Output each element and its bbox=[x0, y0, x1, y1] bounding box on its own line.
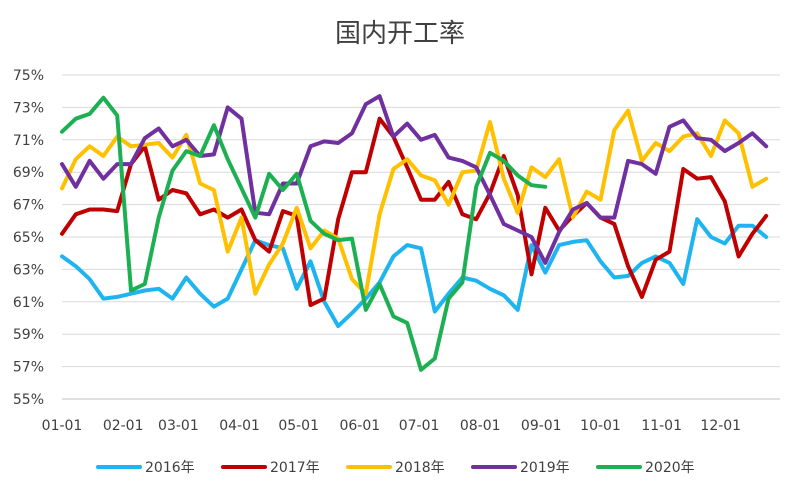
y-tick-label: 57% bbox=[13, 360, 44, 376]
x-tick-label: 03-01 bbox=[158, 418, 199, 434]
y-tick-label: 63% bbox=[13, 262, 44, 278]
y-tick-label: 61% bbox=[13, 295, 44, 311]
series-line-2020年 bbox=[60, 95, 548, 372]
x-tick-label: 07-01 bbox=[399, 418, 440, 434]
x-tick-label: 06-01 bbox=[339, 418, 380, 434]
x-tick-label: 09-01 bbox=[521, 418, 562, 434]
legend-label: 2017年 bbox=[270, 460, 320, 476]
x-tick-label: 12-01 bbox=[700, 418, 741, 434]
y-tick-label: 65% bbox=[13, 230, 44, 246]
legend: 2016年 2017年 2018年 2019年 2020年 bbox=[96, 460, 695, 476]
y-tick-label: 59% bbox=[13, 327, 44, 343]
chart-title: 国内开工率 bbox=[335, 19, 465, 49]
y-tick-label: 73% bbox=[13, 100, 44, 116]
y-tick-label: 71% bbox=[13, 133, 44, 149]
y-tick-label: 55% bbox=[13, 392, 44, 408]
y-tick-label: 75% bbox=[13, 68, 44, 84]
x-tick-label: 04-01 bbox=[219, 418, 260, 434]
legend-label: 2020年 bbox=[645, 460, 695, 476]
x-tick-label: 10-01 bbox=[580, 418, 621, 434]
legend-label: 2018年 bbox=[395, 460, 445, 476]
series-line-2018年 bbox=[60, 108, 769, 296]
y-tick-label: 69% bbox=[13, 165, 44, 181]
x-axis-ticks: 01-01 02-01 03-01 04-01 05-01 06-01 07-01 08-01… bbox=[42, 418, 741, 434]
y-axis-ticks: 55% 57% 59% 61% 63% 65% 67% 69% 71% 73% 75% bbox=[13, 68, 44, 408]
series-lines bbox=[60, 94, 769, 372]
series-line-2019年 bbox=[60, 94, 769, 265]
legend-label: 2019年 bbox=[520, 460, 570, 476]
x-tick-label: 05-01 bbox=[278, 418, 319, 434]
y-tick-label: 67% bbox=[13, 198, 44, 214]
x-tick-label: 02-01 bbox=[103, 418, 144, 434]
series-line-2016年 bbox=[60, 217, 769, 329]
legend-label: 2016年 bbox=[145, 460, 195, 476]
x-tick-label: 11-01 bbox=[641, 418, 682, 434]
x-tick-label: 08-01 bbox=[460, 418, 501, 434]
x-tick-label: 01-01 bbox=[42, 418, 83, 434]
series-line-2017年 bbox=[60, 116, 769, 307]
